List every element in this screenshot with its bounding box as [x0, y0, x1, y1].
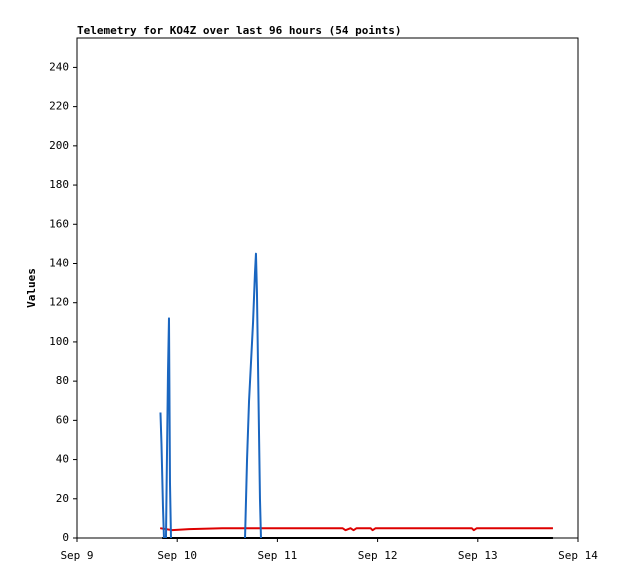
chart-title: Telemetry for KO4Z over last 96 hours (5… — [77, 24, 402, 37]
y-axis-label: Values — [25, 268, 38, 308]
y-tick-label: 20 — [56, 492, 69, 505]
y-tick-label: 100 — [49, 335, 69, 348]
y-tick-label: 140 — [49, 256, 69, 269]
series-line — [160, 527, 553, 532]
y-tick-label: 180 — [49, 178, 69, 191]
y-tick-label: 240 — [49, 60, 69, 73]
y-tick-label: 220 — [49, 100, 69, 113]
x-tick-label: Sep 13 — [458, 549, 498, 562]
x-tick-label: Sep 9 — [60, 549, 93, 562]
y-tick-label: 0 — [62, 531, 69, 544]
y-tick-label: 60 — [56, 413, 69, 426]
y-tick-label: 160 — [49, 217, 69, 230]
y-tick-label: 80 — [56, 374, 69, 387]
x-tick-label: Sep 10 — [157, 549, 197, 562]
x-tick-label: Sep 14 — [558, 549, 598, 562]
y-tick-label: 120 — [49, 296, 69, 309]
plot-frame — [76, 37, 579, 539]
x-tick-label: Sep 11 — [258, 549, 298, 562]
y-tick-label: 40 — [56, 453, 69, 466]
y-tick-label: 200 — [49, 139, 69, 152]
series-line — [159, 252, 262, 539]
x-tick-label: Sep 12 — [358, 549, 398, 562]
